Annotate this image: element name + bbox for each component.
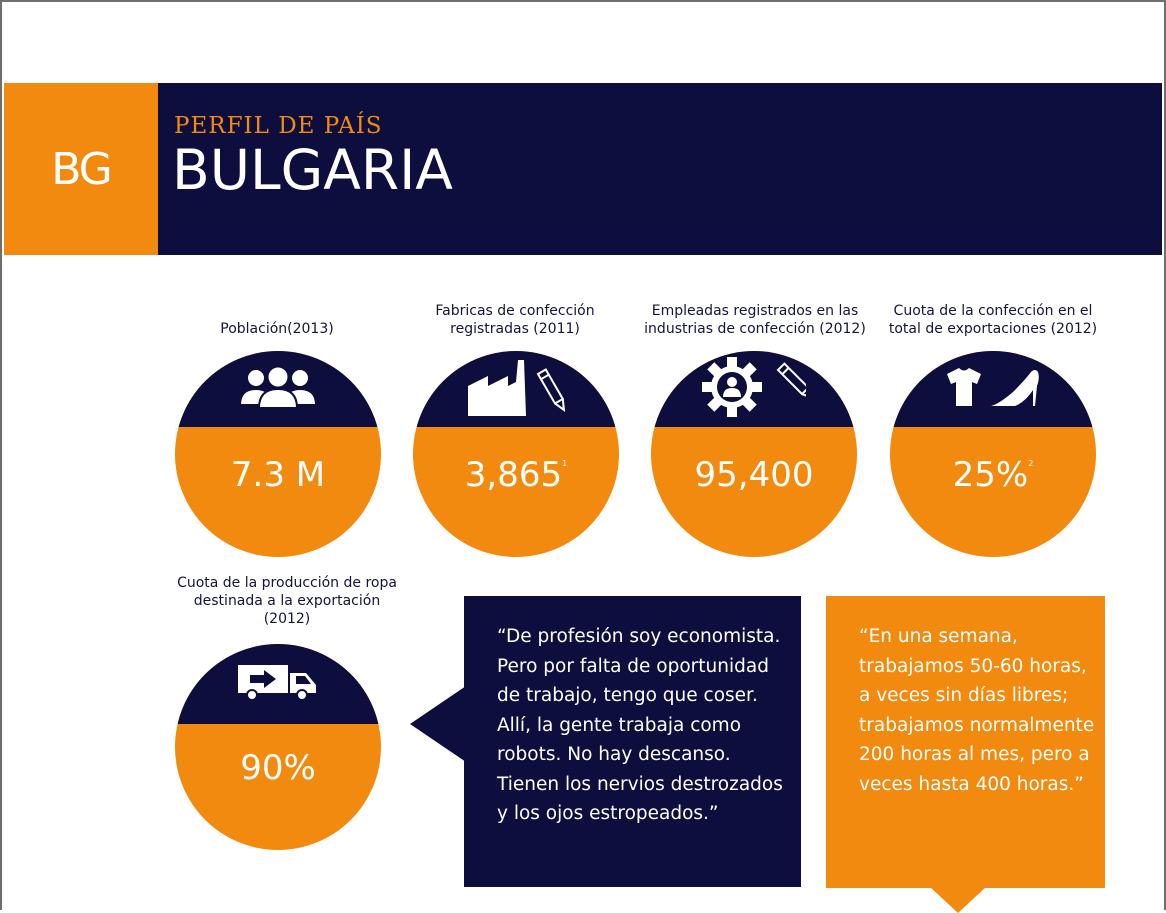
stat-label-export-share: Cuota de la confección en el total de ex… bbox=[888, 303, 1098, 337]
header-band bbox=[4, 83, 1162, 255]
stat-label-production-export: Cuota de la producción de ropa destinada… bbox=[177, 575, 397, 627]
quote-box-orange: “En una semana, trabajamos 50-60 horas, … bbox=[826, 596, 1105, 888]
footnote-marker: 1 bbox=[562, 459, 568, 468]
stat-circle-population: 7.3 M bbox=[175, 351, 381, 557]
quote-pointer bbox=[930, 887, 986, 913]
stat-value-export-share: 25%2 bbox=[952, 455, 1034, 495]
stat-circle-production-export: 90% bbox=[175, 644, 381, 850]
footnote-marker: 2 bbox=[1028, 459, 1034, 468]
truck-icon bbox=[236, 661, 320, 707]
page-title: BULGARIA bbox=[172, 138, 453, 202]
stat-value-factories: 3,8651 bbox=[464, 455, 568, 495]
quote-box-dark: “De profesión soy economista. Pero por f… bbox=[464, 596, 801, 887]
people-icon bbox=[238, 365, 318, 413]
tshirt-heel-icon bbox=[939, 362, 1047, 416]
factory-icon bbox=[466, 356, 566, 422]
stat-value-production-export: 90% bbox=[240, 748, 316, 788]
profile-kicker: PERFIL DE PAÍS bbox=[174, 113, 383, 139]
stat-circle-factories: 3,8651 bbox=[413, 351, 619, 557]
stat-value-employees: 95,400 bbox=[694, 455, 814, 495]
quote-text-dark: “De profesión soy economista. Pero por f… bbox=[497, 626, 783, 824]
gear-person-icon bbox=[702, 356, 815, 422]
quote-text-orange: “En una semana, trabajamos 50-60 horas, … bbox=[859, 626, 1095, 795]
country-code-box: BG bbox=[4, 83, 158, 255]
stat-value-population: 7.3 M bbox=[230, 455, 326, 495]
country-code: BG bbox=[51, 143, 112, 195]
stat-circle-employees: 95,400 bbox=[651, 351, 857, 557]
stat-circle-export-share: 25%2 bbox=[890, 351, 1096, 557]
stat-label-employees: Empleadas registrados en las industrias … bbox=[644, 303, 866, 337]
stat-label-population: Población(2013) bbox=[220, 321, 334, 337]
quote-pointer bbox=[410, 686, 466, 762]
stat-label-factories: Fabricas de confección registradas (2011… bbox=[435, 303, 595, 337]
